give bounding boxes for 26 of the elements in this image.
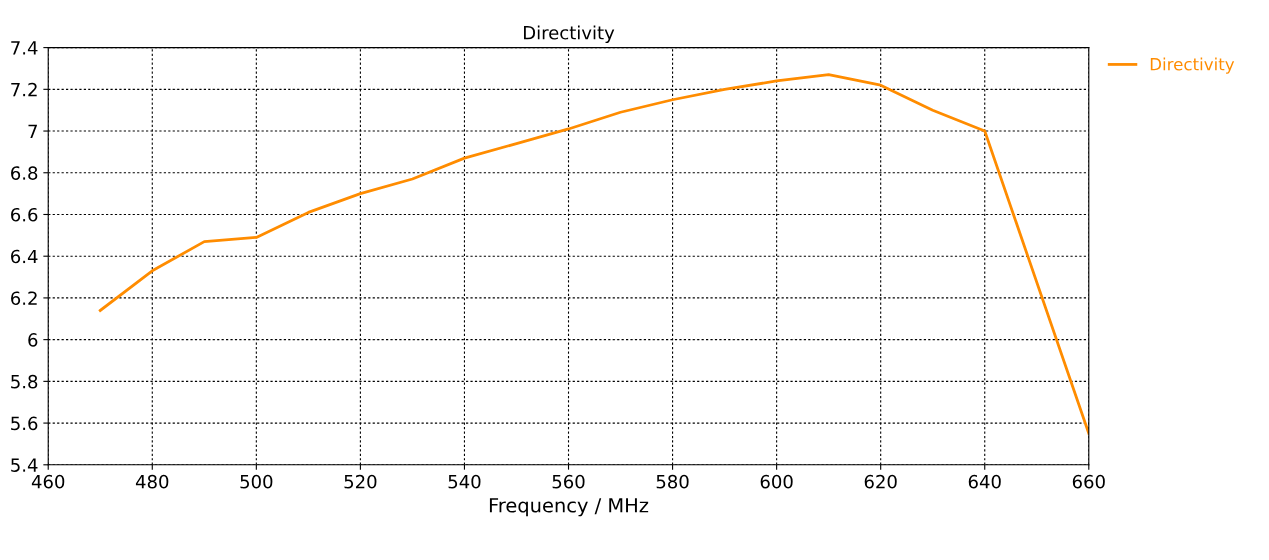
x-axis-title: Frequency / MHz [489, 498, 649, 517]
y-tick-label: 6 [28, 333, 38, 347]
x-tick-label: 580 [656, 474, 689, 489]
y-tick-label: 6.8 [11, 166, 38, 180]
y-tick-label: 7.4 [11, 41, 38, 55]
y-tick-label: 7.2 [11, 82, 37, 97]
x-tick-label: 540 [448, 474, 481, 489]
x-tick-label: 480 [135, 474, 169, 489]
x-tick-label: 520 [344, 474, 377, 489]
y-tick-label: 5.8 [11, 374, 38, 389]
x-tick-label: 460 [31, 474, 65, 489]
x-tick-label: 600 [760, 474, 793, 489]
y-tick-label: 5.4 [11, 458, 38, 472]
y-tick-label: 6.6 [11, 207, 38, 222]
y-tick-label: 7 [28, 124, 37, 138]
x-tick-label: 500 [240, 474, 273, 489]
chart-title: Directivity [524, 25, 615, 44]
y-tick-label: 5.6 [11, 416, 38, 431]
x-tick-label: 560 [552, 474, 585, 489]
x-tick-label: 620 [864, 474, 897, 489]
legend-label: Directivity [1150, 57, 1235, 74]
x-tick-label: 640 [968, 474, 1001, 489]
line-series [98, 73, 1089, 435]
y-tick-label: 6.4 [11, 249, 38, 264]
x-tick-label: 660 [1072, 474, 1105, 489]
y-tick-label: 6.2 [11, 291, 37, 306]
